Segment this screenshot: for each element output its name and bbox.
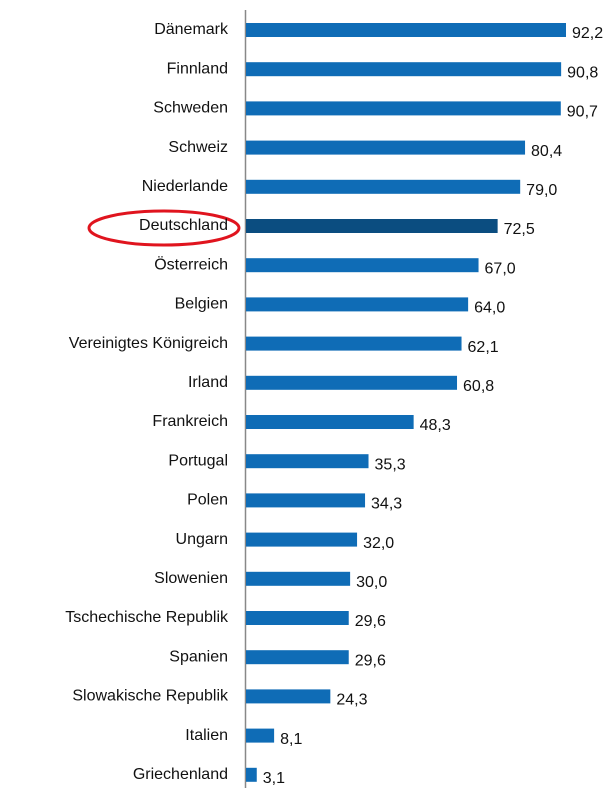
category-label: Portugal xyxy=(168,452,228,469)
value-label: 62,1 xyxy=(468,339,499,356)
category-label: Irland xyxy=(188,374,228,391)
value-label: 90,8 xyxy=(567,64,598,81)
value-label: 35,3 xyxy=(375,456,406,473)
bar xyxy=(246,62,562,77)
value-label: 29,6 xyxy=(355,613,386,630)
category-label: Finnland xyxy=(167,60,228,77)
category-label: Schweden xyxy=(153,100,228,117)
category-label: Österreich xyxy=(154,255,228,273)
value-label: 3,1 xyxy=(263,770,285,787)
bar xyxy=(246,375,458,390)
highlight-ellipse xyxy=(87,209,241,247)
category-label: Deutschland xyxy=(139,217,228,234)
category-label: Dänemark xyxy=(154,21,229,38)
category-label: Vereinigtes Königreich xyxy=(69,335,228,352)
bar xyxy=(246,728,275,743)
value-label: 48,3 xyxy=(420,417,451,434)
bar xyxy=(246,415,414,429)
category-label: Griechenland xyxy=(133,766,228,783)
bar xyxy=(246,454,369,469)
bar xyxy=(246,101,561,116)
value-label: 80,4 xyxy=(531,143,562,160)
value-label: 72,5 xyxy=(504,221,535,238)
category-label: Slowakische Republik xyxy=(72,688,229,705)
bar xyxy=(246,571,351,586)
category-label: Italien xyxy=(185,727,228,744)
bar xyxy=(246,650,349,665)
value-label: 60,8 xyxy=(463,378,494,395)
category-label: Spanien xyxy=(169,648,228,665)
category-label: Belgien xyxy=(175,296,228,313)
category-label: Schweiz xyxy=(168,139,228,156)
bar xyxy=(246,179,521,194)
bar xyxy=(246,689,331,704)
value-label: 30,0 xyxy=(356,574,387,591)
bar xyxy=(246,219,498,233)
bar xyxy=(246,297,469,312)
value-label: 8,1 xyxy=(280,731,302,748)
category-label: Polen xyxy=(187,492,228,509)
value-label: 90,7 xyxy=(567,104,598,121)
value-label: 32,0 xyxy=(363,535,394,552)
bar xyxy=(246,532,358,547)
bar xyxy=(246,767,257,782)
value-label: 29,6 xyxy=(355,652,386,669)
value-label: 92,2 xyxy=(572,25,603,42)
value-label: 79,0 xyxy=(526,182,557,199)
bar xyxy=(246,493,366,508)
category-label: Ungarn xyxy=(176,531,228,548)
category-label: Niederlande xyxy=(142,178,228,195)
value-label: 64,0 xyxy=(474,300,505,317)
bar xyxy=(246,140,526,155)
bar xyxy=(246,611,349,625)
category-label: Slowenien xyxy=(154,570,228,587)
bar xyxy=(246,258,479,273)
bar xyxy=(246,23,566,37)
value-label: 67,0 xyxy=(485,260,516,277)
value-label: 24,3 xyxy=(336,692,367,709)
bar xyxy=(246,336,462,351)
category-label: Frankreich xyxy=(152,413,228,430)
category-label: Tschechische Republik xyxy=(65,609,229,626)
value-label: 34,3 xyxy=(371,496,402,513)
